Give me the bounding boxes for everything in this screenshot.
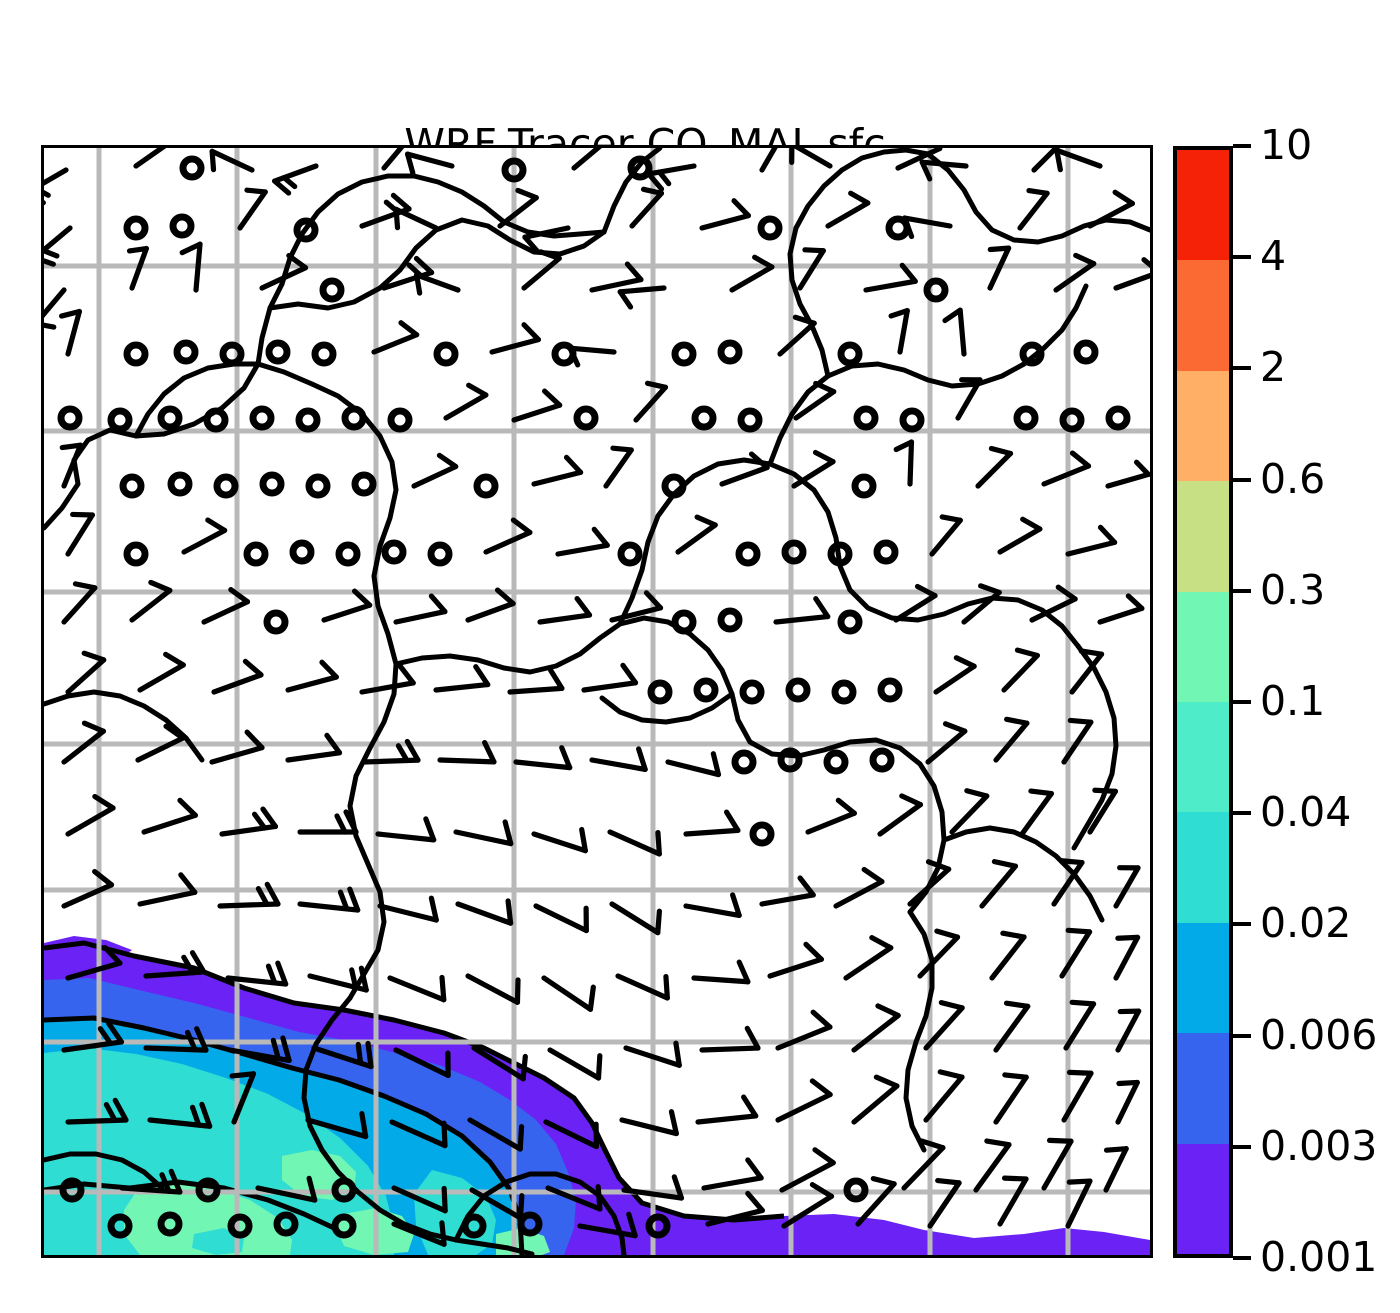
tick-label: 0.1 (1260, 677, 1326, 725)
tick-mark (1233, 588, 1251, 593)
tick-label: 0.3 (1260, 565, 1326, 614)
colorbar-band-2 (1177, 370, 1229, 482)
colorbar-band-0p1 (1177, 702, 1229, 813)
tick-mark (1233, 1033, 1251, 1038)
tick-label: 0.001 (1260, 1233, 1378, 1281)
tick-mark (1233, 811, 1251, 816)
tick-mark (1233, 255, 1251, 260)
tick-mark (1233, 1256, 1251, 1260)
map-svg (44, 148, 1150, 1255)
tick-label: 0.02 (1260, 899, 1352, 948)
colorbar-band-10 (1177, 150, 1229, 261)
tick-mark (1233, 144, 1251, 148)
tick-label: 10 (1260, 121, 1313, 169)
tick-label: 0.006 (1260, 1010, 1378, 1059)
wind-barb-field (44, 148, 1150, 1247)
tick-mark (1233, 1144, 1251, 1149)
colorbar-band-4 (1177, 260, 1229, 371)
colorbar-tick-labels: 10 4 2 0.6 0.3 0.1 0.04 0.02 0.006 0.003 0.001 (1233, 121, 1393, 1281)
tick-label: 0.003 (1260, 1121, 1378, 1170)
tick-label: 2 (1260, 343, 1287, 392)
colorbar-band-0p04 (1177, 812, 1229, 923)
map-plot-area (41, 145, 1153, 1258)
colorbar (1173, 146, 1233, 1258)
tick-label: 0.6 (1260, 454, 1326, 503)
map-gridlines (44, 148, 1150, 1255)
tick-mark (1233, 922, 1251, 927)
colorbar-band-0p006 (1177, 1033, 1229, 1144)
colorbar-band-0p02 (1177, 922, 1229, 1034)
colorbar-band-0p003 (1177, 1143, 1229, 1255)
tick-mark (1233, 477, 1251, 482)
tick-label: 4 (1260, 232, 1287, 281)
tick-label: 0.04 (1260, 788, 1352, 837)
tick-mark (1233, 700, 1251, 704)
colorbar-band-0p3 (1177, 591, 1229, 703)
tick-mark (1233, 366, 1251, 371)
colorbar-band-0p6 (1177, 481, 1229, 592)
